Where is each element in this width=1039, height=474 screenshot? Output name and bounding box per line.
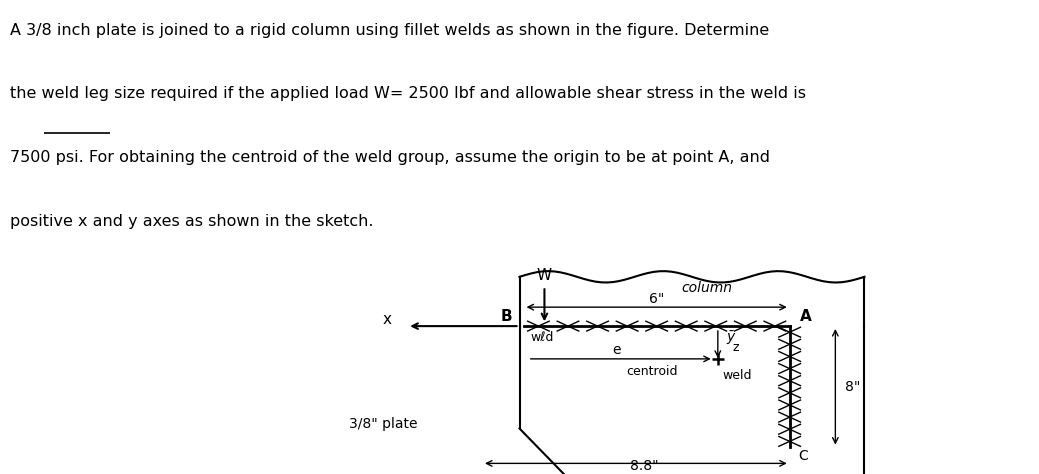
Text: $\bar{y}$: $\bar{y}$ — [726, 329, 737, 347]
Text: A 3/8 inch plate is joined to a rigid column using fillet welds as shown in the : A 3/8 inch plate is joined to a rigid co… — [10, 23, 770, 38]
Text: A: A — [800, 309, 811, 324]
Text: x: x — [382, 312, 392, 327]
Text: e: e — [612, 343, 621, 357]
Text: z: z — [732, 340, 740, 354]
Text: wℓd: wℓd — [530, 330, 554, 344]
Text: B: B — [501, 309, 512, 324]
Text: 6": 6" — [649, 292, 664, 306]
Text: 3/8" plate: 3/8" plate — [349, 418, 418, 431]
Text: the weld leg size required if the applied load W= 2500 lbf and allowable shear s: the weld leg size required if the applie… — [10, 86, 806, 101]
Text: 7500 psi. For obtaining the centroid of the weld group, assume the origin to be : 7500 psi. For obtaining the centroid of … — [10, 150, 770, 165]
Text: C: C — [798, 449, 807, 464]
Text: weld: weld — [722, 369, 751, 382]
Text: 8.8": 8.8" — [630, 459, 659, 473]
Text: centroid: centroid — [627, 365, 677, 378]
Text: positive x and y axes as shown in the sketch.: positive x and y axes as shown in the sk… — [10, 214, 374, 229]
Text: column: column — [681, 281, 732, 295]
Text: W: W — [536, 267, 552, 283]
Text: 8": 8" — [846, 380, 860, 394]
